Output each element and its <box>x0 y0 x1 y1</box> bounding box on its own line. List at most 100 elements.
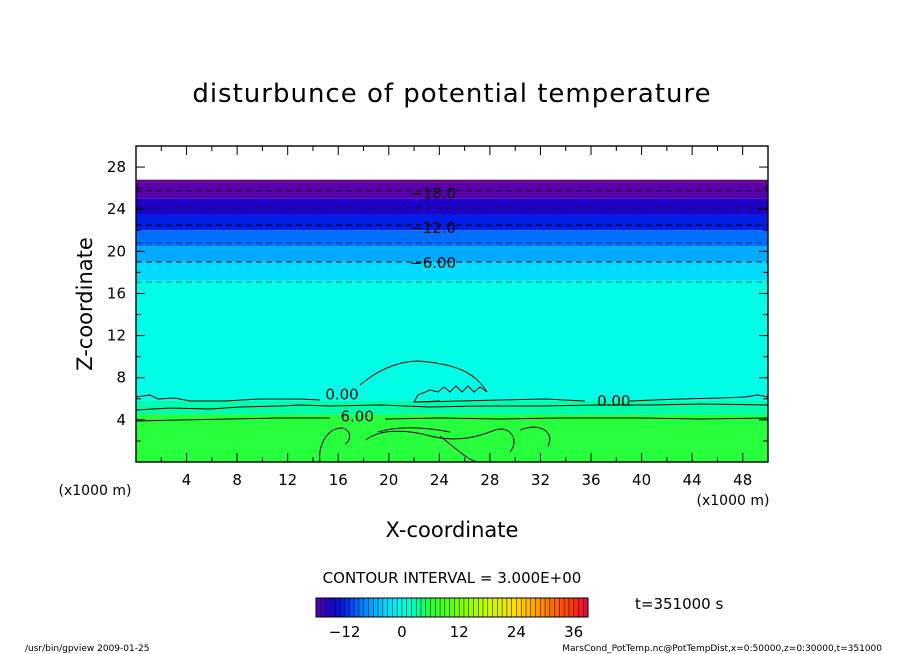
contour-label: −6.00 <box>410 254 456 272</box>
contour-interval-label: CONTOUR INTERVAL = 3.000E+00 <box>323 569 582 587</box>
colorbar-cell <box>559 598 565 617</box>
colorbar-cell <box>378 598 384 617</box>
colorbar-cell <box>483 598 489 617</box>
colorbar-frame <box>315 597 589 618</box>
colorbar-cell <box>392 598 398 617</box>
contour-lines <box>136 360 768 462</box>
colorbar-cell <box>358 598 365 617</box>
colorbar-cell <box>325 598 331 617</box>
x-tick-label: 24 <box>430 471 449 489</box>
contour-label: 0.00 <box>597 392 630 410</box>
contour-3 <box>136 403 768 411</box>
heatmap-layers <box>136 179 768 462</box>
x-tick-label: 40 <box>632 471 651 489</box>
x-tick-label: 8 <box>232 471 242 489</box>
colorbar-cell <box>578 598 584 617</box>
colorbar-cell <box>511 598 517 617</box>
colorbar-cell <box>463 598 470 617</box>
colorbar-tick-label: 36 <box>564 623 583 641</box>
colorbar-cell <box>430 598 436 617</box>
time-label: t=351000 s <box>635 595 723 613</box>
colorbar-cell <box>444 598 450 617</box>
colorbar-cell <box>425 598 431 617</box>
colorbar-cell <box>525 598 532 617</box>
negative-contours <box>136 190 768 283</box>
contour-9-swirls <box>319 426 551 462</box>
y-tick-label: 16 <box>107 284 126 302</box>
colorbar-cell <box>420 598 427 617</box>
colorbar-cell <box>459 598 465 617</box>
colorbar-cell <box>506 598 512 617</box>
colorbar-cell <box>516 598 522 617</box>
contour-label: 6.00 <box>340 408 373 426</box>
colorbar-cell <box>373 598 379 617</box>
colorbar <box>315 598 589 617</box>
footer-right: MarsCond_PotTemp.nc@PotTempDist,x=0:5000… <box>562 644 882 654</box>
colorbar-tick-label: 12 <box>450 623 469 641</box>
colorbar-cell <box>387 598 393 617</box>
x-tick-label: 12 <box>278 471 297 489</box>
colorbar-cell <box>401 598 407 617</box>
colorbar-cell <box>411 598 417 617</box>
x-tick-label: 36 <box>581 471 600 489</box>
colorbar-cell <box>454 598 460 617</box>
layer-0 <box>136 179 768 183</box>
colorbar-ticks: −12 0 12 24 36 <box>329 623 583 641</box>
contour-label: 0.00 <box>325 386 358 404</box>
colorbar-cell <box>406 598 412 617</box>
contour-labels: −18.0 −12.0 −6.00 0.00 0.00 6.00 <box>325 184 630 426</box>
colorbar-cell <box>349 598 355 617</box>
contour-label: −12.0 <box>410 219 456 237</box>
colorbar-cell <box>521 598 527 617</box>
colorbar-cell <box>535 598 541 617</box>
colorbar-cell <box>540 598 546 617</box>
colorbar-cell <box>502 598 508 617</box>
layer-7 <box>136 280 768 401</box>
colorbar-cell <box>363 598 369 617</box>
colorbar-cell <box>473 598 479 617</box>
y-tick-label: 28 <box>107 158 126 176</box>
layer-3 <box>136 214 768 231</box>
contour-6 <box>136 417 768 422</box>
colorbar-cell <box>492 598 498 617</box>
colorbar-cell <box>335 598 341 617</box>
colorbar-cell <box>435 598 441 617</box>
x-tick-label: 44 <box>683 471 702 489</box>
colorbar-cell <box>545 598 551 617</box>
footer-left: /usr/bin/gpview 2009-01-25 <box>25 644 149 654</box>
colorbar-cell <box>416 598 422 617</box>
colorbar-cell <box>368 598 374 617</box>
layer-6 <box>136 261 768 281</box>
x-tick-label: 20 <box>379 471 398 489</box>
colorbar-cell <box>330 598 336 617</box>
colorbar-cell <box>320 598 326 617</box>
colorbar-cell <box>382 598 388 617</box>
y-tick-labels: 4 8 12 16 20 24 28 <box>107 158 126 429</box>
colorbar-cell <box>478 598 484 617</box>
colorbar-cell <box>316 598 322 617</box>
colorbar-cell <box>397 598 403 617</box>
x-axis-label: X-coordinate <box>386 518 519 542</box>
axis-ticks <box>136 145 769 462</box>
layer-2 <box>136 198 768 215</box>
x-tick-label: 48 <box>733 471 752 489</box>
y-tick-label: 8 <box>116 369 126 387</box>
x-tick-label: 4 <box>182 471 192 489</box>
layer-9 <box>136 414 768 462</box>
contour-label: −18.0 <box>410 184 456 202</box>
colorbar-cell <box>354 598 360 617</box>
colorbar-cell <box>554 598 560 617</box>
x-tick-label: 16 <box>329 471 348 489</box>
layer-4 <box>136 230 768 247</box>
colorbar-cell <box>449 598 455 617</box>
colorbar-tick-label: 24 <box>507 623 526 641</box>
y-tick-label: 12 <box>107 327 126 345</box>
x-tick-label: 28 <box>480 471 499 489</box>
x-unit-right: (x1000 m) <box>697 493 770 509</box>
y-tick-label: 24 <box>107 200 126 218</box>
y-tick-label: 20 <box>107 242 126 260</box>
colorbar-cell <box>344 598 350 617</box>
contour-0-right <box>417 394 768 403</box>
colorbar-cell <box>564 598 570 617</box>
